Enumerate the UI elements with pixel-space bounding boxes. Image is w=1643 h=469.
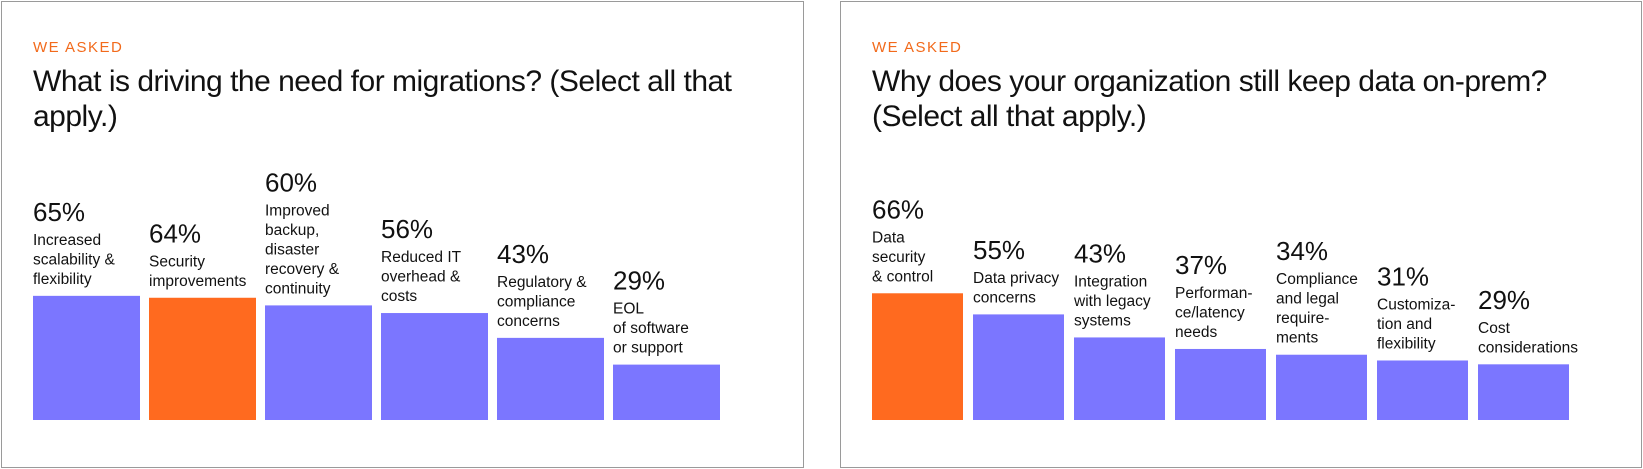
bar-label-6-line-3: or support [613,340,683,357]
bar-label-6-line-2: of software [613,320,689,337]
bar-label-6-line-2: tion and [1377,316,1432,333]
bar-label-3-line-2: with legacy [1073,293,1151,310]
bar-label-2-line-2: concerns [973,289,1036,306]
bar-chart-on-prem: Data security & control 66% Data privacy conc… [872,194,1578,420]
value-label-5: 34% [1276,236,1328,266]
eyebrow-label: WE ASKED [33,39,124,56]
bar-label-5-line-3: require- [1276,310,1329,327]
value-label-4: 56% [381,214,433,244]
value-label-1: 66% [872,194,924,224]
bar-label-6-line-1: Customiza- [1377,296,1455,313]
bar-label-3-line-3: systems [1074,312,1131,329]
value-label-2: 64% [149,218,201,248]
bar-chart-migrations: Increased scalability & flexibility 65% Secu… [33,167,720,420]
question-title: Why does your organization still keep da… [872,65,1547,133]
bar-label-1-line-2: scalability & [33,251,115,268]
bar-label-2-line-1: Data privacy [973,270,1059,287]
value-label-4: 37% [1175,250,1227,280]
survey-panel-migrations: WE ASKED What is driving the need for mi… [1,1,804,468]
bar-label-3-line-5: continuity [265,280,331,297]
bar-label-1-line-2: security [872,249,926,266]
value-label-5: 43% [497,239,549,269]
bar-2 [973,314,1064,420]
eyebrow-label: WE ASKED [872,39,963,56]
value-label-1: 65% [33,197,85,227]
bar-label-5-line-2: and legal [1276,291,1339,308]
bar-label-6-line-3: flexibility [1377,335,1436,352]
value-label-2: 55% [973,235,1025,265]
value-label-6: 31% [1377,261,1429,291]
value-label-3: 43% [1074,238,1126,268]
bar-6 [613,364,720,420]
bar-5 [497,337,604,420]
bar-label-4-line-2: ce/latency [1175,304,1245,321]
bar-1 [872,293,963,420]
question-title: What is driving the need for migrations?… [33,65,732,133]
bar-label-4-line-3: costs [381,288,417,305]
value-label-3: 60% [265,167,317,197]
value-label-7: 29% [1478,285,1530,315]
bar-4 [1175,348,1266,420]
bar-6 [1377,360,1468,420]
bar-label-1-line-3: & control [872,268,933,285]
bar-label-3-line-2: backup, [265,222,319,239]
bar-label-5-line-2: compliance [497,293,575,310]
bar-label-7-line-2: considerations [1478,339,1578,356]
bar-label-4-line-2: overhead & [381,269,461,286]
bar-label-1-line-1: Increased [33,232,101,249]
bar-label-6-line-1: EOL [613,301,644,318]
bar-7 [1478,364,1569,420]
bar-label-5-line-3: concerns [497,313,560,330]
value-label-6: 29% [613,266,665,296]
bar-label-3-line-1: Integration [1074,273,1147,290]
bar-label-3-line-3: disaster [265,241,319,258]
bar-3 [1074,337,1165,420]
bar-2 [149,297,256,420]
bar-label-2-line-1: Security [149,253,205,270]
bar-label-2-line-2: improvements [149,273,247,290]
bar-label-7-line-1: Cost [1478,320,1511,337]
bar-label-5-line-1: Regulatory & [497,274,587,291]
bar-label-1-line-3: flexibility [33,271,92,288]
bar-5 [1276,354,1367,420]
survey-panel-on-prem: WE ASKED Why does your organization stil… [840,1,1642,468]
bar-1 [33,295,140,420]
bar-label-5-line-4: ments [1276,330,1318,347]
bar-label-3-line-4: recovery & [265,261,340,278]
bar-4 [381,313,488,420]
bar-label-1-line-1: Data [872,229,905,246]
bar-label-3-line-1: Improved [265,202,330,219]
bar-label-4-line-3: needs [1175,324,1217,341]
bar-3 [265,305,372,420]
bar-label-4-line-1: Reduced IT [381,249,462,266]
bar-label-4-line-1: Performan- [1175,285,1253,302]
bar-label-5-line-1: Compliance [1276,271,1358,288]
